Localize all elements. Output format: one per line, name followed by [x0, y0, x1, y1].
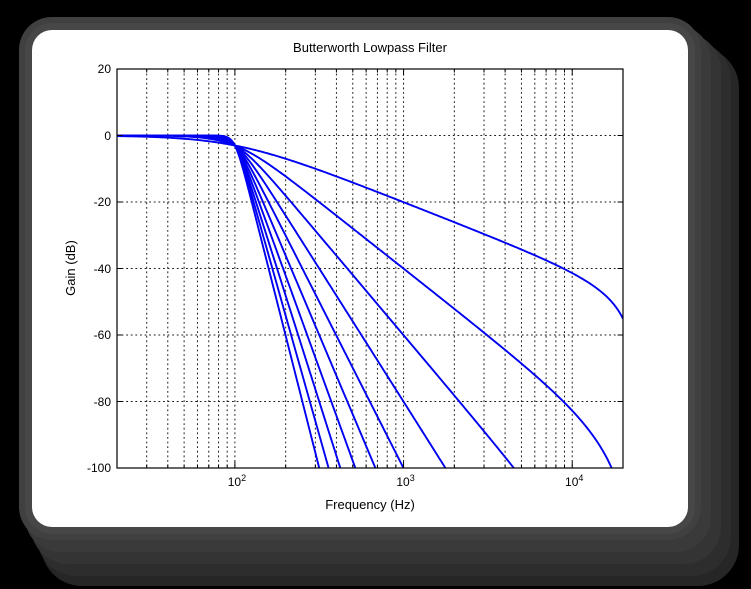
y-tick-label: 20	[97, 62, 111, 76]
plot-area	[116, 68, 624, 469]
y-tick-label: -80	[93, 394, 111, 409]
y-tick-label: -60	[93, 328, 111, 342]
y-tick-label: -100	[86, 461, 111, 475]
matlab-figure: Butterworth Lowpass Filter Gain (dB) Fre…	[32, 30, 688, 527]
y-tick-label: 0	[104, 128, 111, 143]
butterworth-curve-order-7	[117, 134, 357, 468]
x-tick-label: 102	[227, 473, 247, 490]
x-axis-label: Frequency (Hz)	[325, 497, 415, 512]
y-tick-label: -40	[93, 261, 111, 276]
x-tick-label: 104	[565, 473, 584, 490]
butterworth-curve-order-1	[117, 135, 623, 320]
x-tick-label: 103	[396, 473, 415, 490]
chart-title: Butterworth Lowpass Filter	[293, 40, 447, 55]
butterworth-curve-order-3	[117, 134, 516, 468]
butterworth-curve-order-2	[117, 134, 613, 468]
y-tick-label: -20	[93, 195, 111, 209]
butterworth-curve-order-10	[117, 134, 321, 468]
